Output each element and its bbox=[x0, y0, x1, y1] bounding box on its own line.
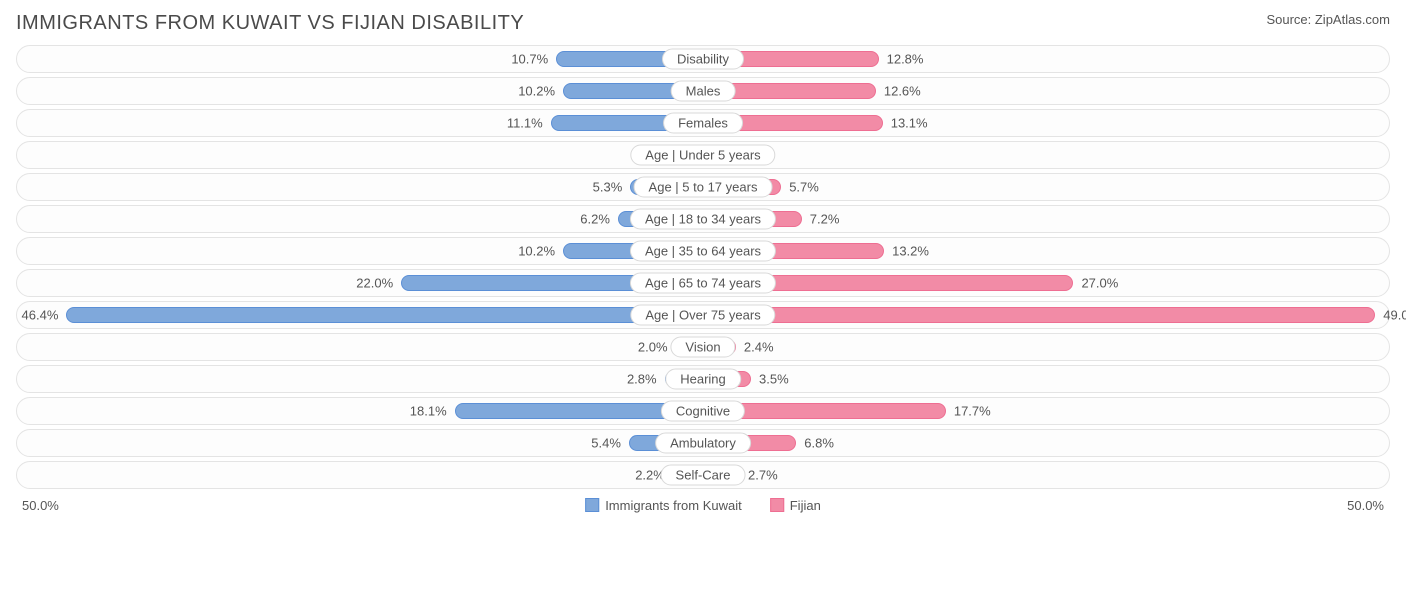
value-right: 6.8% bbox=[804, 436, 834, 451]
chart-row: 22.0% 27.0% Age | 65 to 74 years bbox=[16, 269, 1390, 297]
chart-row: 18.1% 17.7% Cognitive bbox=[16, 397, 1390, 425]
legend: Immigrants from Kuwait Fijian bbox=[585, 498, 821, 513]
legend-swatch-right bbox=[770, 498, 784, 512]
value-left: 2.0% bbox=[638, 340, 668, 355]
source-label: Source: bbox=[1266, 12, 1314, 27]
row-label: Disability bbox=[662, 49, 744, 70]
row-label: Females bbox=[663, 113, 743, 134]
value-right: 13.1% bbox=[891, 116, 928, 131]
header: IMMIGRANTS FROM KUWAIT VS FIJIAN DISABIL… bbox=[16, 12, 1390, 35]
chart-row: 10.2% 12.6% Males bbox=[16, 77, 1390, 105]
row-label: Age | 65 to 74 years bbox=[630, 273, 776, 294]
chart-row: 5.4% 6.8% Ambulatory bbox=[16, 429, 1390, 457]
bar-left bbox=[66, 307, 703, 323]
row-label: Age | 18 to 34 years bbox=[630, 209, 776, 230]
row-label: Ambulatory bbox=[655, 433, 751, 454]
legend-item-right: Fijian bbox=[770, 498, 821, 513]
value-left: 11.1% bbox=[507, 116, 543, 131]
row-label: Vision bbox=[670, 337, 735, 358]
value-left: 5.3% bbox=[593, 180, 623, 195]
chart-row: 10.7% 12.8% Disability bbox=[16, 45, 1390, 73]
value-right: 27.0% bbox=[1081, 276, 1118, 291]
bar-right bbox=[703, 307, 1375, 323]
source-name: ZipAtlas.com bbox=[1315, 12, 1390, 27]
source: Source: ZipAtlas.com bbox=[1266, 12, 1390, 27]
chart-row: 6.2% 7.2% Age | 18 to 34 years bbox=[16, 205, 1390, 233]
row-label: Cognitive bbox=[661, 401, 745, 422]
chart-row: 5.3% 5.7% Age | 5 to 17 years bbox=[16, 173, 1390, 201]
value-right: 7.2% bbox=[810, 212, 840, 227]
value-left: 22.0% bbox=[356, 276, 393, 291]
chart-row: 2.2%2.7%Self-Care bbox=[16, 461, 1390, 489]
row-label: Self-Care bbox=[661, 465, 746, 486]
value-left: 10.7% bbox=[511, 52, 548, 67]
value-right: 2.7% bbox=[748, 468, 778, 483]
value-right: 12.6% bbox=[884, 84, 921, 99]
chart-row: 46.4%49.0%Age | Over 75 years bbox=[16, 301, 1390, 329]
value-left: 5.4% bbox=[591, 436, 621, 451]
legend-swatch-left bbox=[585, 498, 599, 512]
diverging-bar-chart: 10.7% 12.8% Disability 10.2% 12.6% Males 11.1%… bbox=[16, 45, 1390, 489]
value-left: 2.8% bbox=[627, 372, 657, 387]
chart-row: 2.8% 3.5% Hearing bbox=[16, 365, 1390, 393]
value-right: 13.2% bbox=[892, 244, 929, 259]
legend-item-left: Immigrants from Kuwait bbox=[585, 498, 742, 513]
value-left: 18.1% bbox=[410, 404, 447, 419]
value-right: 5.7% bbox=[789, 180, 819, 195]
chart-footer: 50.0% Immigrants from Kuwait Fijian 50.0… bbox=[16, 495, 1390, 515]
chart-row: 1.2%1.2%Age | Under 5 years bbox=[16, 141, 1390, 169]
value-right: 2.4% bbox=[744, 340, 774, 355]
legend-label-right: Fijian bbox=[790, 498, 821, 513]
chart-title: IMMIGRANTS FROM KUWAIT VS FIJIAN DISABIL… bbox=[16, 12, 524, 35]
value-left: 10.2% bbox=[518, 244, 555, 259]
value-left: 10.2% bbox=[518, 84, 555, 99]
row-label: Age | 35 to 64 years bbox=[630, 241, 776, 262]
value-left: 46.4% bbox=[22, 308, 59, 323]
row-label: Age | 5 to 17 years bbox=[634, 177, 773, 198]
axis-max-left: 50.0% bbox=[22, 498, 59, 513]
row-label: Hearing bbox=[665, 369, 741, 390]
chart-row: 11.1% 13.1% Females bbox=[16, 109, 1390, 137]
value-left: 6.2% bbox=[580, 212, 610, 227]
row-label: Males bbox=[671, 81, 736, 102]
value-right: 12.8% bbox=[887, 52, 924, 67]
value-right: 49.0% bbox=[1383, 308, 1406, 323]
axis-max-right: 50.0% bbox=[1347, 498, 1384, 513]
value-right: 3.5% bbox=[759, 372, 789, 387]
row-label: Age | Under 5 years bbox=[630, 145, 775, 166]
chart-row: 10.2% 13.2% Age | 35 to 64 years bbox=[16, 237, 1390, 265]
legend-label-left: Immigrants from Kuwait bbox=[605, 498, 742, 513]
chart-row: 2.0% 2.4% Vision bbox=[16, 333, 1390, 361]
row-label: Age | Over 75 years bbox=[630, 305, 775, 326]
value-right: 17.7% bbox=[954, 404, 991, 419]
